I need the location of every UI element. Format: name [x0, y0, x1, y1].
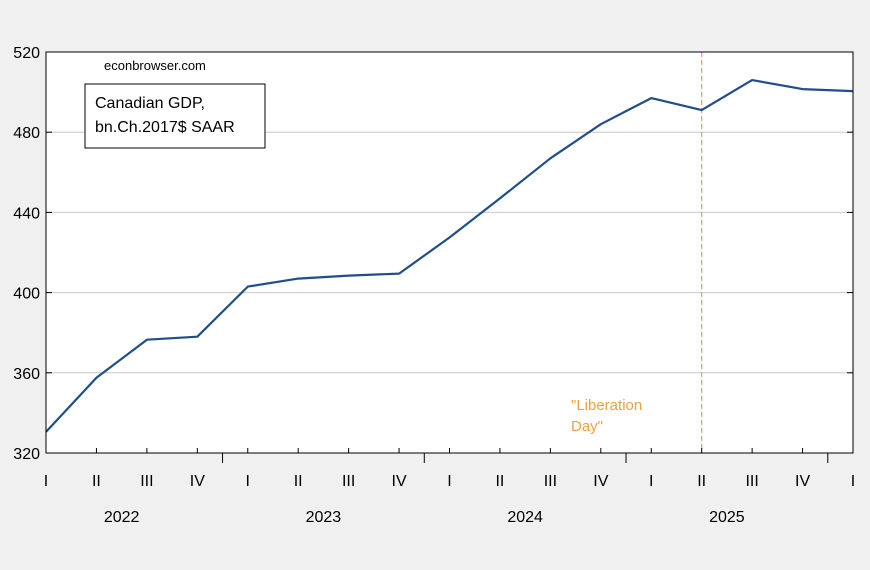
annotation-label: Day": [571, 418, 603, 435]
y-tick-label: 400: [13, 286, 40, 303]
x-tick-label: II: [697, 473, 706, 490]
x-tick-label: I: [44, 473, 48, 490]
x-tick-label: II: [294, 473, 303, 490]
year-label: 2022: [104, 509, 140, 526]
y-tick-label: 440: [13, 205, 40, 222]
x-tick-label: IV: [795, 473, 810, 490]
year-label: 2025: [709, 509, 745, 526]
x-tick-label: I: [246, 473, 250, 490]
y-tick-label: 320: [13, 446, 40, 463]
y-tick-label: 480: [13, 125, 40, 142]
x-tick-label: I: [447, 473, 451, 490]
annotation-label: "Liberation: [571, 397, 642, 414]
x-tick-label: II: [495, 473, 504, 490]
x-tick-label: III: [745, 473, 758, 490]
x-tick-label: III: [342, 473, 355, 490]
legend-line-2: bn.Ch.2017$ SAAR: [95, 119, 235, 136]
y-tick-label: 360: [13, 366, 40, 383]
year-label: 2023: [306, 509, 342, 526]
x-tick-label: I: [649, 473, 653, 490]
x-tick-label: II: [92, 473, 101, 490]
series-layer: [45, 78, 854, 433]
x-tick-label: IV: [190, 473, 205, 490]
y-tick-label: 520: [13, 45, 40, 62]
legend-box: Canadian GDP, bn.Ch.2017$ SAAR: [84, 83, 266, 149]
x-tick-label: I: [851, 473, 855, 490]
source-label: econbrowser.com: [104, 58, 206, 73]
series-line: [45, 78, 854, 433]
x-tick-label: III: [140, 473, 153, 490]
legend-line-1: Canadian GDP,: [95, 95, 205, 112]
x-tick-label: III: [544, 473, 557, 490]
x-tick-label: IV: [593, 473, 608, 490]
annotation: "Liberation Day": [571, 52, 703, 453]
x-tick-label: IV: [392, 473, 407, 490]
year-label: 2024: [507, 509, 543, 526]
